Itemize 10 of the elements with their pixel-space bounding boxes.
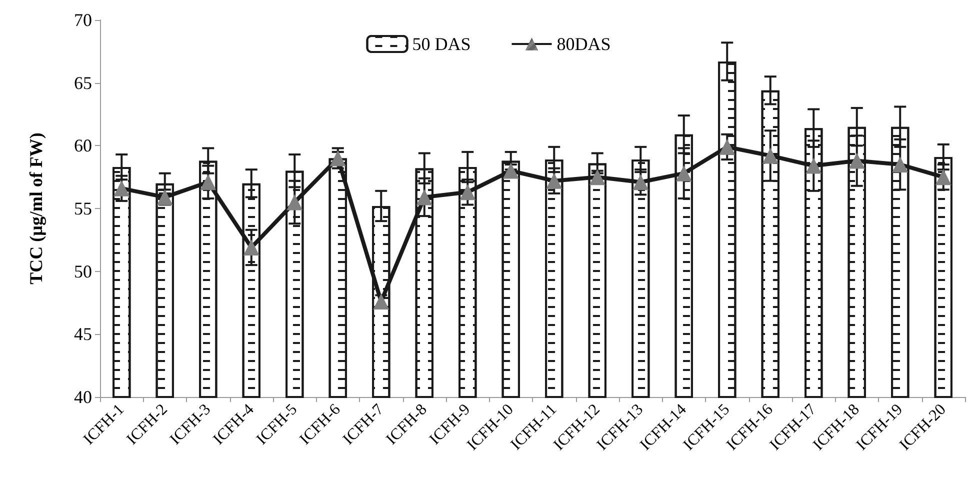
y-tick-label: 70 bbox=[74, 10, 92, 30]
y-axis-title: TCC (µg/ml of FW) bbox=[26, 132, 46, 284]
legend-label: 80DAS bbox=[556, 34, 611, 54]
y-tick-label: 65 bbox=[74, 72, 92, 93]
legend-label: 50 DAS bbox=[412, 34, 471, 54]
y-tick-label: 55 bbox=[74, 198, 92, 218]
y-tick-label: 60 bbox=[74, 136, 92, 156]
y-tick-label: 45 bbox=[74, 324, 92, 344]
y-tick-label: 40 bbox=[74, 387, 92, 407]
y-tick-label: 50 bbox=[74, 261, 92, 282]
